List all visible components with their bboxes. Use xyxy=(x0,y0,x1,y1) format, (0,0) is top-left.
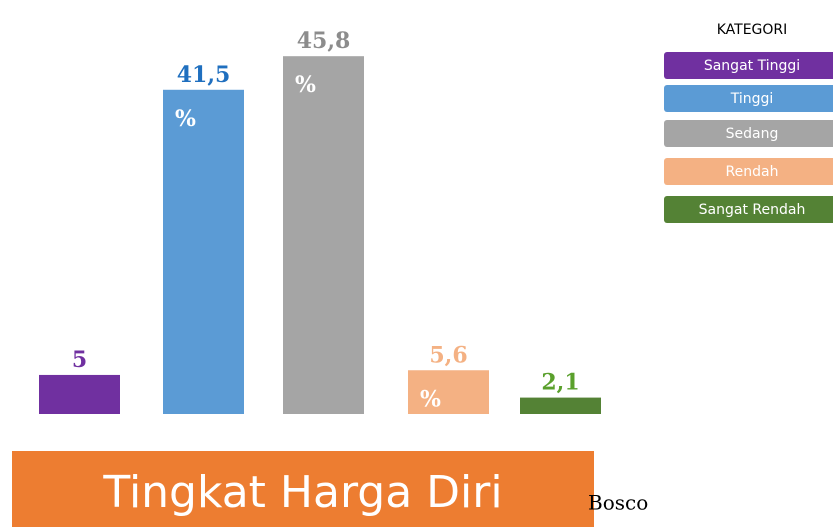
legend-label: Sangat Rendah xyxy=(699,202,806,218)
chart-title: Tingkat Harga Diri xyxy=(102,467,502,518)
data-label: 41,5% xyxy=(175,62,230,132)
data-label-number: 45,8 xyxy=(297,28,351,54)
legend-swatch xyxy=(664,196,833,223)
legend-swatch xyxy=(664,120,833,147)
data-label: 5 xyxy=(72,347,87,373)
data-label-unit: % xyxy=(420,386,441,412)
bar xyxy=(39,374,120,414)
data-label: 45,8% xyxy=(295,28,350,98)
bar xyxy=(520,397,601,414)
title-banner xyxy=(12,451,594,527)
data-label-number: 41,5 xyxy=(177,62,231,88)
data-label-unit: % xyxy=(175,106,196,132)
legend-swatch xyxy=(664,158,833,185)
legend-label: Tinggi xyxy=(730,91,774,107)
legend-label: Sangat Tinggi xyxy=(704,58,800,74)
data-label-number: 5,6 xyxy=(429,342,467,368)
bar xyxy=(283,56,364,414)
legend-title: KATEGORI xyxy=(717,22,788,38)
legend-swatch xyxy=(664,52,833,79)
legend-label: Sedang xyxy=(726,126,779,142)
data-label: 2,1 xyxy=(541,370,579,396)
data-label-unit: % xyxy=(295,72,316,98)
annotation: Bosco xyxy=(588,491,648,515)
bar xyxy=(408,370,489,414)
legend-label: Rendah xyxy=(726,164,779,180)
bar xyxy=(163,89,244,414)
legend-swatch xyxy=(664,85,833,112)
data-label: 5,6% xyxy=(420,342,468,412)
